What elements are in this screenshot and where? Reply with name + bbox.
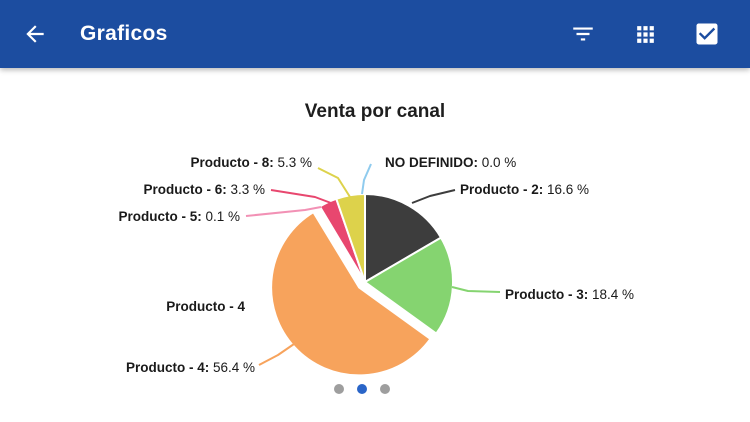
pie-label-producto-2: Producto - 2: 16.6 % bbox=[460, 182, 590, 197]
pie-label-producto-3: Producto - 3: 18.4 % bbox=[505, 287, 635, 302]
pagination-dot-active[interactable] bbox=[357, 384, 367, 394]
pie-slice-producto-2[interactable] bbox=[364, 192, 443, 284]
pie-slice-producto-8[interactable] bbox=[335, 192, 366, 283]
filter-icon bbox=[573, 27, 593, 41]
back-button[interactable] bbox=[12, 11, 58, 57]
pagination-dot[interactable] bbox=[334, 384, 344, 394]
pie-leader-line bbox=[270, 189, 332, 204]
pie-leader-line bbox=[317, 167, 351, 198]
pie-label-producto-5: Producto - 5: 0.1 % bbox=[118, 209, 240, 224]
app-title: Graficos bbox=[80, 22, 168, 45]
pie-label-producto-4-name: Producto - 4 bbox=[166, 299, 245, 314]
pie-label-producto-4-percent: Producto - 4: 56.4 % bbox=[125, 360, 255, 375]
pie-leader-line bbox=[451, 286, 501, 293]
pie-leader-line bbox=[361, 163, 372, 195]
app-bar-actions bbox=[560, 11, 738, 57]
pie-label-no-definido: NO DEFINIDO: 0.0 % bbox=[385, 155, 517, 170]
pie-slice-producto-4[interactable] bbox=[270, 210, 432, 377]
pie-leader-line bbox=[258, 343, 295, 366]
pie-label-producto-6: Producto - 6: 3.3 % bbox=[143, 182, 265, 197]
chart-title: Venta por canal bbox=[304, 101, 446, 122]
pagination-dot[interactable] bbox=[380, 384, 390, 394]
select-all-button[interactable] bbox=[684, 11, 730, 57]
pie-label-producto-8: Producto - 8: 5.3 % bbox=[190, 155, 312, 170]
filter-button[interactable] bbox=[560, 11, 606, 57]
pie-leader-line bbox=[411, 189, 456, 204]
grid-icon bbox=[636, 25, 654, 43]
app-bar: Graficos bbox=[0, 0, 750, 68]
pie-leader-line bbox=[245, 206, 322, 217]
checkbox-checked-icon bbox=[696, 23, 718, 45]
arrow-back-icon bbox=[26, 25, 44, 43]
grid-view-button[interactable] bbox=[622, 11, 668, 57]
pagination-dots bbox=[334, 384, 390, 394]
